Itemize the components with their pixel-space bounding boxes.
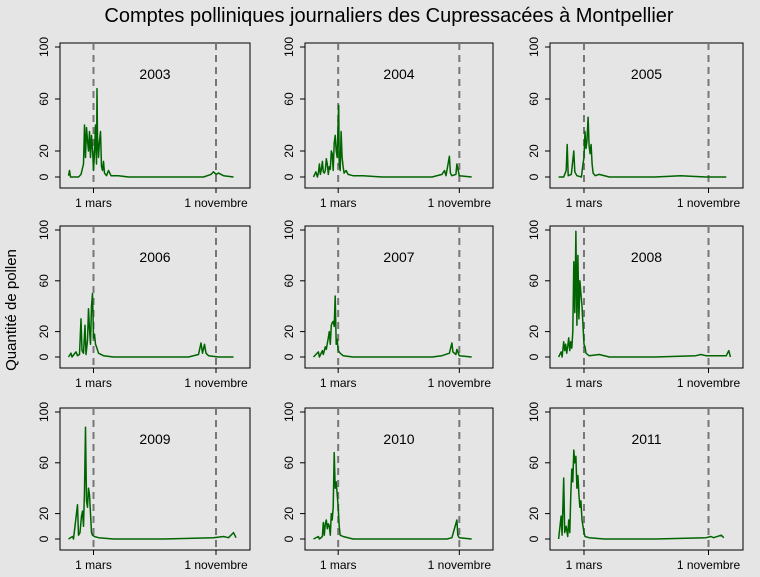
panel-2011: 0 20 60 100 1 mars 1 novembre 2011 — [527, 402, 744, 572]
panel-2009: 0 20 60 100 1 mars 1 novembre 2009 — [37, 402, 251, 572]
panel-2005: 0 20 60 100 1 mars 1 novembre 2005 — [527, 37, 744, 210]
panel-year-label: 2008 — [631, 249, 662, 265]
y-tick-label: 100 — [37, 402, 51, 422]
panel-frame — [59, 42, 251, 189]
y-tick-label: 20 — [527, 144, 541, 158]
x-tick-label: 1 novembre — [677, 196, 741, 210]
panel-year-label: 2007 — [383, 249, 414, 265]
y-tick-label: 60 — [37, 274, 51, 288]
pollen-series-2004 — [312, 104, 472, 178]
x-tick-label: 1 novembre — [184, 376, 248, 390]
x-tick-label: 1 mars — [75, 376, 112, 390]
panel-2007: 0 20 60 100 1 mars 1 novembre 2007 — [282, 220, 494, 390]
panels: 0 20 60 100 1 mars 1 novembre 2003 0 20 60 100 1 ma… — [37, 37, 744, 572]
x-tick-label: 1 mars — [320, 558, 357, 572]
y-tick-label: 0 — [282, 353, 296, 360]
y-tick-label: 100 — [282, 37, 296, 57]
x-tick-label: 1 mars — [320, 196, 357, 210]
panel-frame — [304, 42, 494, 189]
y-tick-label: 60 — [527, 274, 541, 288]
panel-year-label: 2005 — [631, 66, 662, 82]
panel-frame — [549, 407, 744, 551]
pollen-series-2008 — [557, 230, 732, 358]
y-tick-label: 0 — [37, 535, 51, 542]
x-tick-label: 1 novembre — [184, 196, 248, 210]
y-tick-label: 100 — [527, 402, 541, 422]
panel-frame — [549, 42, 744, 189]
panel-frame — [59, 407, 251, 551]
y-tick-label: 60 — [37, 92, 51, 106]
x-tick-label: 1 novembre — [184, 558, 248, 572]
pollen-series-2005 — [558, 116, 727, 178]
x-tick-label: 1 mars — [75, 196, 112, 210]
x-tick-label: 1 mars — [566, 196, 603, 210]
panel-2003: 0 20 60 100 1 mars 1 novembre 2003 — [37, 37, 251, 210]
y-tick-label: 60 — [282, 92, 296, 106]
y-tick-label: 0 — [282, 535, 296, 542]
y-tick-label: 100 — [37, 37, 51, 57]
panel-2010: 0 20 60 100 1 mars 1 novembre 2010 — [282, 402, 494, 572]
y-tick-label: 100 — [527, 37, 541, 57]
y-tick-label: 0 — [527, 535, 541, 542]
x-tick-label: 1 mars — [566, 376, 603, 390]
panel-year-label: 2011 — [631, 431, 661, 447]
y-tick-label: 100 — [282, 402, 296, 422]
y-tick-label: 20 — [282, 507, 296, 521]
y-tick-label: 100 — [37, 220, 51, 240]
y-tick-label: 0 — [37, 353, 51, 360]
panel-frame — [59, 225, 251, 369]
y-tick-label: 0 — [527, 353, 541, 360]
y-tick-label: 60 — [527, 456, 541, 470]
y-tick-label: 60 — [282, 456, 296, 470]
pollen-series-2011 — [557, 449, 725, 540]
x-tick-label: 1 novembre — [428, 558, 492, 572]
panel-year-label: 2010 — [383, 431, 414, 447]
y-tick-label: 60 — [282, 274, 296, 288]
pollen-series-2006 — [67, 292, 234, 358]
y-tick-label: 0 — [37, 173, 51, 180]
pollen-series-2007 — [312, 295, 472, 358]
pollen-series-2009 — [68, 426, 237, 540]
y-tick-label: 20 — [37, 325, 51, 339]
panel-frame — [304, 407, 494, 551]
y-tick-label: 100 — [282, 220, 296, 240]
panel-year-label: 2004 — [383, 66, 414, 82]
y-tick-label: 20 — [527, 507, 541, 521]
y-tick-label: 20 — [527, 325, 541, 339]
y-tick-label: 20 — [37, 507, 51, 521]
x-tick-label: 1 novembre — [428, 376, 492, 390]
x-tick-label: 1 novembre — [677, 558, 741, 572]
panel-frame — [549, 225, 744, 369]
panel-frame — [304, 225, 494, 369]
y-tick-label: 20 — [282, 325, 296, 339]
y-axis-label: Quantité de pollen — [3, 249, 20, 371]
x-tick-label: 1 mars — [75, 558, 112, 572]
y-tick-label: 20 — [37, 144, 51, 158]
x-tick-label: 1 novembre — [428, 196, 492, 210]
y-tick-label: 0 — [527, 173, 541, 180]
chart-title: Comptes polliniques journaliers des Cupr… — [104, 5, 674, 27]
panel-2006: 0 20 60 100 1 mars 1 novembre 2006 — [37, 220, 251, 390]
panel-year-label: 2003 — [139, 66, 170, 82]
x-tick-label: 1 mars — [320, 376, 357, 390]
panel-2004: 0 20 60 100 1 mars 1 novembre 2004 — [282, 37, 494, 210]
panel-2008: 0 20 60 100 1 mars 1 novembre 2008 — [527, 220, 744, 390]
panel-year-label: 2009 — [139, 431, 170, 447]
x-tick-label: 1 mars — [566, 558, 603, 572]
pollen-series-2003 — [67, 87, 234, 178]
y-tick-label: 100 — [527, 220, 541, 240]
y-tick-label: 0 — [282, 173, 296, 180]
y-tick-label: 60 — [37, 456, 51, 470]
panel-year-label: 2006 — [139, 249, 170, 265]
x-tick-label: 1 novembre — [677, 376, 741, 390]
pollen-series-2010 — [313, 451, 472, 540]
y-tick-label: 20 — [282, 144, 296, 158]
y-tick-label: 60 — [527, 92, 541, 106]
